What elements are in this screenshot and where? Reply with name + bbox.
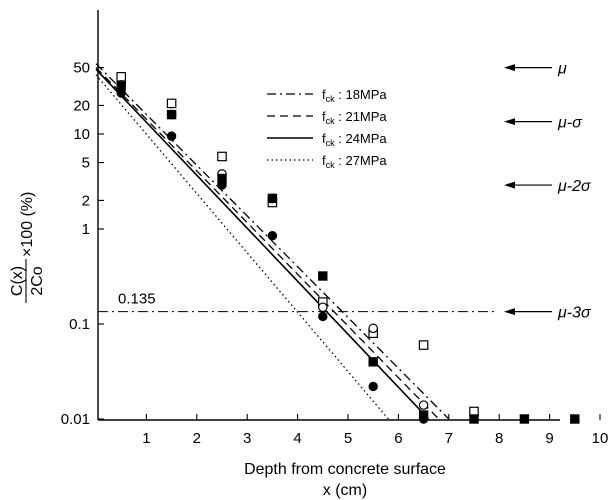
x-tick-label: 3 bbox=[243, 430, 251, 447]
sigma-label-4: μ-3σ bbox=[557, 305, 592, 322]
axes: 1 2 3 4 5 6 7 8 9 10 50 20 10 5 2 1 0.1 0.01 bbox=[61, 10, 608, 447]
data-point-series-3 bbox=[469, 414, 479, 424]
x-tick-label: 10 bbox=[592, 430, 608, 447]
x-axis-unit: x (cm) bbox=[323, 482, 367, 499]
y-tick-label: 1 bbox=[82, 221, 90, 238]
legend-label-3: fck : 24MPa bbox=[322, 131, 387, 148]
reference-line-label: 0.135 bbox=[118, 291, 156, 308]
x-tick-label: 9 bbox=[545, 430, 553, 447]
axis-labels: Depth from concrete surface x (cm) C(x) 2Co… bbox=[9, 192, 446, 499]
fit-line-4 bbox=[95, 74, 389, 420]
sigma-label-1: μ bbox=[557, 61, 567, 78]
sigma-annotations: μ μ-σ μ-2σ μ-3σ bbox=[504, 61, 592, 322]
data-point-series-4 bbox=[318, 311, 328, 322]
data-point-series-3 bbox=[519, 414, 530, 424]
data-point-series-4 bbox=[217, 180, 227, 190]
data-point-series-3 bbox=[166, 109, 177, 120]
data-point-series-1 bbox=[217, 151, 227, 162]
data-point-series-4 bbox=[166, 131, 177, 141]
y-tick-label: 10 bbox=[73, 126, 90, 143]
data-point-series-4 bbox=[116, 88, 126, 98]
x-tick-label: 4 bbox=[293, 430, 301, 447]
fit-lines bbox=[95, 63, 450, 420]
y-axis-title-suffix: ×100 (%) bbox=[19, 192, 36, 257]
x-tick-label: 5 bbox=[344, 430, 352, 447]
reference-line-group: 0.135 bbox=[98, 291, 498, 313]
legend-label-4: fck : 27MPa bbox=[322, 153, 387, 170]
x-axis-title: Depth from concrete surface bbox=[244, 461, 446, 478]
x-tick-label: 8 bbox=[495, 430, 503, 447]
y-tick-label: 20 bbox=[73, 97, 90, 114]
sigma-label-2: μ-σ bbox=[557, 115, 583, 132]
data-point-series-4 bbox=[267, 231, 278, 241]
data-point-series-3 bbox=[318, 271, 328, 281]
fit-line-2 bbox=[95, 67, 440, 420]
y-axis-title-denominator: 2Co bbox=[29, 266, 46, 295]
sigma-arrow-head-2 bbox=[504, 118, 515, 126]
data-point-series-1 bbox=[418, 340, 429, 350]
x-tick-label: 7 bbox=[445, 430, 453, 447]
legend-label-2: fck : 21MPa bbox=[322, 109, 387, 126]
data-point-series-3 bbox=[570, 414, 580, 424]
data-points bbox=[116, 72, 580, 424]
y-axis-title-numerator: C(x) bbox=[9, 266, 26, 296]
y-tick-label: 0.1 bbox=[69, 316, 90, 333]
data-point-series-2 bbox=[418, 400, 429, 410]
legend-label-1: fck : 18MPa bbox=[322, 87, 387, 104]
data-point-series-4 bbox=[418, 414, 429, 424]
data-point-series-1 bbox=[116, 72, 126, 82]
x-tick-label: 1 bbox=[142, 430, 150, 447]
sigma-label-3: μ-2σ bbox=[557, 178, 592, 195]
x-tick-label: 2 bbox=[193, 430, 201, 447]
sigma-arrow-head-4 bbox=[504, 308, 515, 316]
y-tick-label: 2 bbox=[82, 192, 90, 209]
sigma-arrow-head-1 bbox=[504, 64, 515, 72]
data-point-series-3 bbox=[368, 357, 378, 367]
data-point-series-2 bbox=[317, 302, 328, 313]
x-tick-label: 6 bbox=[394, 430, 402, 447]
fit-line-1 bbox=[95, 63, 450, 420]
data-point-series-3 bbox=[267, 193, 278, 204]
y-tick-label: 50 bbox=[73, 60, 90, 77]
data-point-series-1 bbox=[166, 98, 177, 109]
y-tick-label: 0.01 bbox=[61, 411, 90, 428]
y-tick-label: 5 bbox=[82, 155, 90, 172]
y-axis-title: C(x) 2Co ×100 (%) bbox=[9, 192, 46, 303]
sigma-arrow-head-3 bbox=[504, 181, 515, 189]
data-point-series-2 bbox=[368, 323, 378, 334]
legend: fck : 18MPa fck : 21MPa fck : 24MPa fck : 2… bbox=[267, 87, 387, 170]
data-point-series-4 bbox=[368, 381, 378, 392]
